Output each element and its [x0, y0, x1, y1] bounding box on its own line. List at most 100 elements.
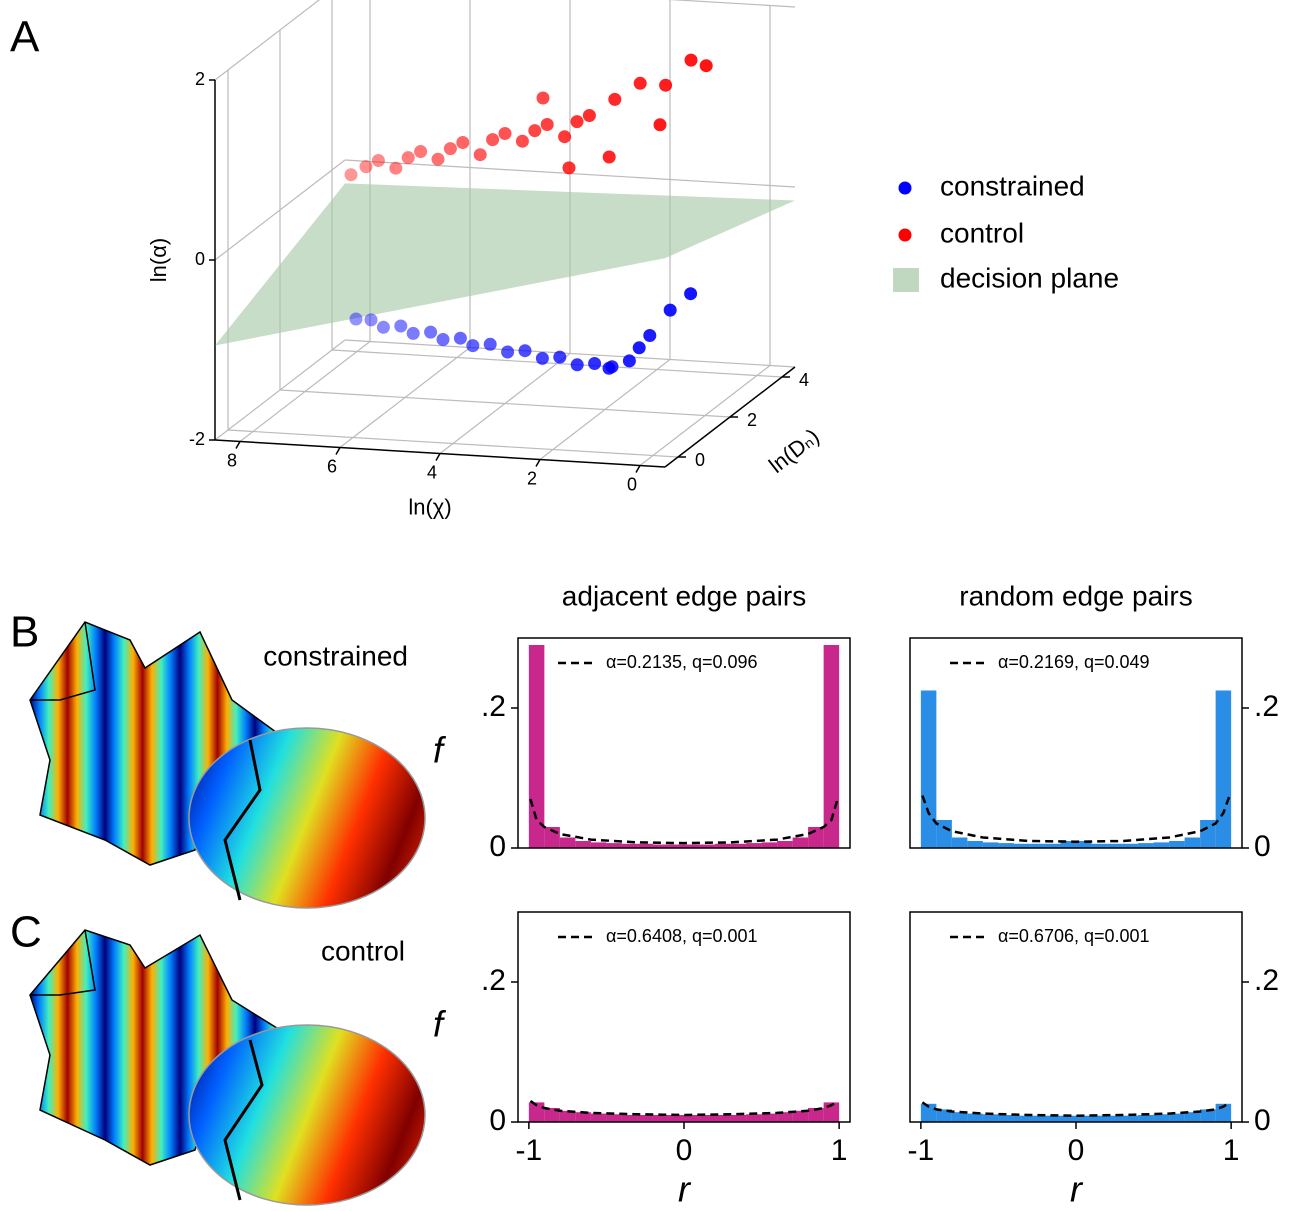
histogram-bar: [668, 844, 684, 848]
histogram-bar: [575, 841, 591, 848]
x-tick-label: 6: [327, 456, 337, 476]
histogram-bar: [1215, 690, 1232, 848]
histogram-bar: [684, 1115, 700, 1122]
histogram-bar: [792, 837, 809, 848]
histogram-bar: [621, 1115, 638, 1122]
legend-label: decision plane: [940, 262, 1119, 293]
y-tick-label: .2: [1254, 690, 1279, 723]
legend-label: α=0.2135, q=0.096: [606, 652, 758, 672]
histogram-bar: [1029, 1115, 1045, 1122]
data-point: [414, 145, 428, 158]
histogram-bar: [761, 1113, 778, 1122]
data-point: [684, 287, 698, 301]
fit-line: [921, 1101, 1231, 1117]
grid-line: [331, 349, 783, 378]
histogram-bar: [1091, 843, 1108, 848]
histogram-bar: [715, 1115, 731, 1122]
chart-title: random edge pairs: [959, 580, 1192, 611]
histogram-bar: [559, 837, 576, 848]
tissue-image: [29, 929, 426, 1206]
panel-label: A: [10, 13, 40, 62]
data-point: [501, 345, 515, 359]
data-point: [371, 154, 385, 167]
x-tick-label: 1: [1223, 1134, 1240, 1167]
histogram-bar: [637, 843, 653, 848]
x-tick-label: -1: [908, 1134, 935, 1167]
image-label: control: [321, 935, 405, 966]
x-tick-label: 4: [427, 462, 437, 482]
histogram-bar: [998, 1115, 1014, 1122]
histogram-bar: [606, 1114, 622, 1122]
histogram-bar: [920, 690, 937, 848]
grid-line: [279, 389, 731, 418]
z-axis-label: ln(α): [146, 238, 171, 283]
legend-marker: [898, 228, 912, 242]
histogram-bar: [652, 844, 669, 848]
grid-line: [214, 339, 346, 441]
x-axis-label: r: [678, 1169, 692, 1210]
grid-line: [668, 0, 796, 8]
legend-label: control: [940, 217, 1024, 248]
histogram-bar: [544, 1108, 560, 1122]
data-point: [473, 148, 487, 162]
grid-line: [214, 159, 346, 261]
y-tick-label: 0: [1254, 1104, 1271, 1137]
histogram-bar: [652, 1115, 669, 1122]
data-point: [570, 115, 584, 129]
x-tick-label: 0: [1068, 1134, 1085, 1167]
tick: [335, 447, 341, 455]
data-point: [553, 350, 567, 364]
data-point: [466, 339, 480, 353]
histogram-bar: [982, 1114, 999, 1122]
histogram-bar: [1107, 1115, 1123, 1122]
plot-frame: [909, 637, 1243, 849]
histogram-bar: [951, 837, 968, 848]
histogram-bar: [1122, 843, 1139, 848]
histogram-bar: [1200, 820, 1216, 848]
z-tick-label: 0: [195, 249, 205, 269]
data-point: [608, 92, 622, 106]
histogram-bar: [998, 843, 1014, 848]
histogram-bar: [761, 842, 778, 848]
x-tick-label: 8: [227, 450, 237, 470]
histogram-bar: [777, 841, 793, 848]
histogram-bar: [777, 1112, 793, 1122]
y-tick-label: 4: [799, 370, 809, 390]
data-point: [659, 78, 673, 92]
panel-label: B: [10, 608, 39, 657]
data-point: [528, 124, 542, 138]
histogram-bar: [1076, 1115, 1092, 1122]
histogram-bar: [590, 1113, 607, 1122]
y-axis-label: ln(Dₙ): [764, 423, 824, 477]
data-point: [364, 313, 378, 327]
data-point: [424, 325, 438, 339]
legend-marker: [898, 181, 912, 195]
data-point: [344, 168, 358, 182]
histogram-bar: [951, 1112, 968, 1122]
grid-line: [227, 429, 679, 458]
legend-label: constrained: [940, 170, 1085, 201]
data-point: [684, 53, 698, 67]
panel-label: C: [10, 908, 42, 957]
data-point: [515, 134, 529, 148]
histogram-bar: [699, 844, 716, 848]
data-point: [540, 118, 554, 131]
data-point: [562, 161, 576, 175]
data-point: [394, 319, 408, 333]
z-tick-label: 2: [195, 69, 205, 89]
histogram-bar: [936, 820, 952, 848]
data-point: [602, 361, 616, 375]
data-point: [699, 59, 713, 73]
data-point: [588, 357, 602, 370]
legend-swatch: [893, 268, 919, 292]
data-point: [453, 331, 467, 345]
histogram-bar: [982, 842, 999, 848]
histogram-bar: [684, 844, 700, 848]
histogram-bar: [1044, 1115, 1061, 1122]
data-point: [536, 91, 550, 105]
tick: [235, 441, 241, 449]
data-point: [643, 329, 657, 342]
histogram-bar: [1076, 841, 1092, 848]
data-point: [406, 326, 420, 340]
